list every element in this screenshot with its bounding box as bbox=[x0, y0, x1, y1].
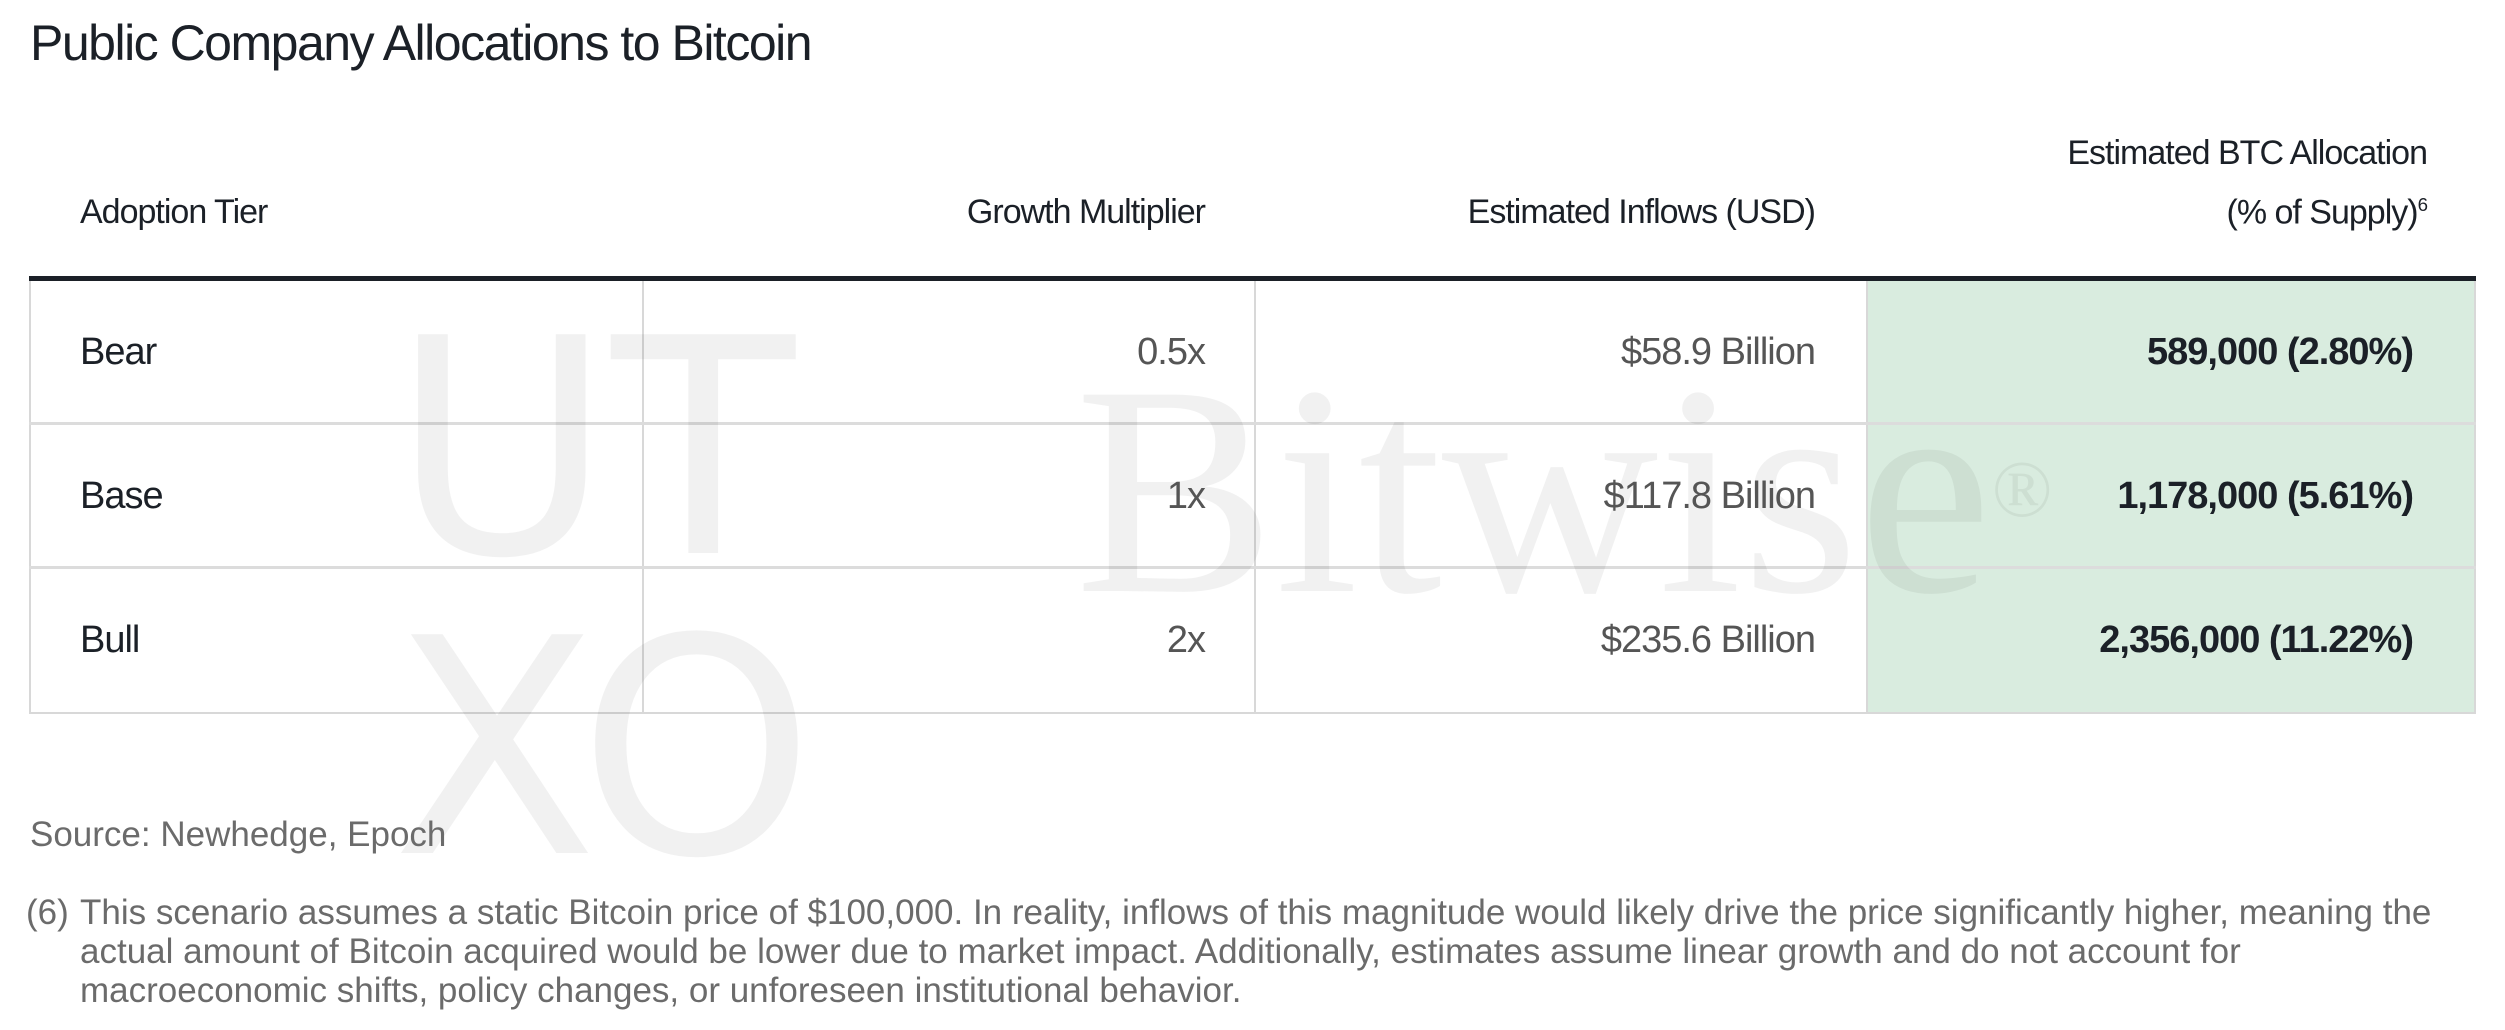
footnote: (6) This scenario assumes a static Bitco… bbox=[26, 893, 2466, 1010]
inflows-cell: $58.9 Billion bbox=[1620, 331, 1816, 373]
multiplier-cell: 2x bbox=[1166, 619, 1206, 661]
header-rule bbox=[29, 276, 2476, 281]
header-line-1: Estimated BTC Allocation bbox=[2067, 133, 2428, 172]
column-divider bbox=[1866, 281, 1868, 714]
tier-cell: Bear bbox=[80, 331, 157, 373]
column-divider bbox=[1254, 281, 1256, 714]
page-title: Public Company Allocations to Bitcoin bbox=[30, 15, 813, 71]
row-divider bbox=[29, 566, 2476, 569]
tier-cell: Bull bbox=[80, 619, 140, 661]
multiplier-cell: 0.5x bbox=[1137, 331, 1206, 373]
inflows-cell: $235.6 Billion bbox=[1600, 619, 1816, 661]
footnote-text: This scenario assumes a static Bitcoin p… bbox=[80, 893, 2432, 1010]
allocation-cell: 2,356,000 (11.22%) bbox=[2099, 619, 2414, 661]
allocation-cell: 589,000 (2.80%) bbox=[2147, 331, 2414, 373]
allocation-cell: 1,178,000 (5.61%) bbox=[2117, 475, 2414, 517]
source-note: Source: Newhedge, Epoch bbox=[30, 815, 447, 854]
header-growth-multiplier: Growth Multiplier bbox=[966, 193, 1206, 231]
inflows-cell: $117.8 Billion bbox=[1603, 475, 1816, 517]
column-divider bbox=[642, 281, 644, 714]
footnote-number: (6) bbox=[26, 893, 69, 932]
header-line-2: (% of Supply) bbox=[2226, 193, 2419, 231]
row-divider bbox=[29, 422, 2476, 425]
allocation-column-highlight bbox=[1866, 281, 2476, 714]
header-estimated-inflows: Estimated Inflows (USD) bbox=[1467, 193, 1816, 231]
data-table bbox=[29, 281, 2476, 714]
footnote-ref: 6 bbox=[2417, 193, 2428, 215]
multiplier-cell: 1x bbox=[1166, 475, 1206, 517]
header-adoption-tier: Adoption Tier bbox=[80, 193, 268, 231]
tier-cell: Base bbox=[80, 475, 164, 517]
header-estimated-btc-allocation: Estimated BTC Allocation (% of Supply)6 bbox=[2067, 128, 2428, 280]
